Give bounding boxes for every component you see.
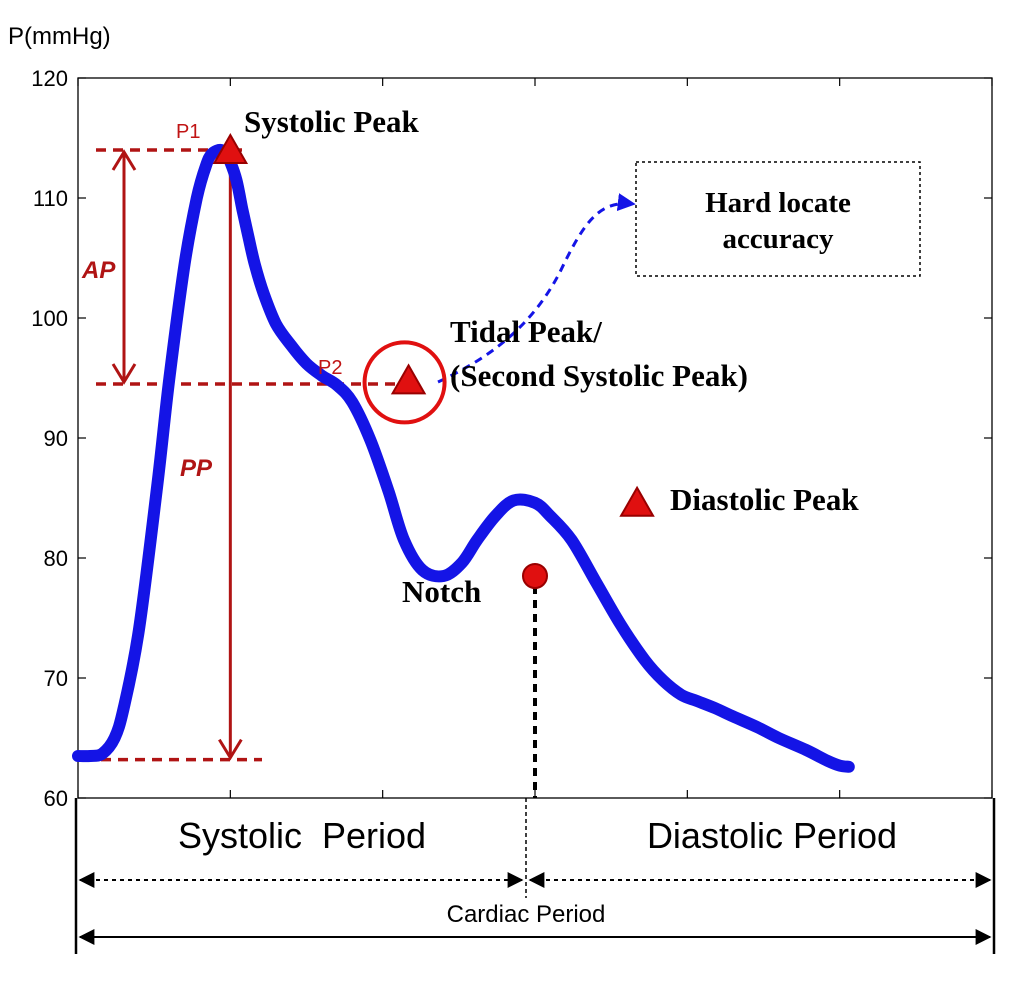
y-tick-label: 90: [44, 426, 68, 451]
tidal-peak-highlight-circle: [362, 340, 447, 425]
cardiac-period-label: Cardiac Period: [447, 901, 606, 928]
pp-label: PP: [180, 455, 213, 482]
ap-label: AP: [81, 257, 116, 284]
y-axis-ticks: 60 70 80 90 100 110 120: [31, 66, 992, 811]
tidal-peak-marker: [390, 363, 427, 395]
hard-locate-box: [635, 161, 921, 277]
hard-locate-arrow: [437, 193, 636, 384]
diastolic-peak-marker: [619, 485, 655, 517]
y-tick-label: 120: [31, 66, 68, 91]
tidal-peak-label-2: (Second Systolic Peak): [450, 358, 748, 393]
diastolic-period-label: Diastolic Period: [647, 815, 897, 856]
p1-label: P1: [176, 121, 200, 143]
ap-arrow-head-bottom: [111, 363, 137, 385]
systolic-peak-marker: [212, 132, 249, 164]
y-tick-label: 70: [44, 666, 68, 691]
y-tick-label: 60: [44, 786, 68, 811]
cardiac-label-bg: [410, 898, 640, 928]
ap-arrow-head-top: [111, 149, 137, 171]
hard-locate-label-1: Hard locate: [705, 187, 851, 219]
y-tick-label: 80: [44, 546, 68, 571]
tidal-peak-label-1: Tidal Peak/: [450, 314, 602, 349]
systolic-period-label: Systolic Period: [178, 815, 426, 856]
x-axis-ticks: [77, 78, 993, 798]
diastolic-peak-label: Diastolic Peak: [670, 482, 859, 517]
measurement-guides: [84, 148, 537, 798]
y-tick-label: 110: [33, 186, 68, 211]
notch-label: Notch: [402, 574, 481, 609]
p2-label: P2: [318, 357, 342, 379]
period-bar: Systolic Period Diastolic Period Cardiac…: [74, 798, 996, 954]
peak-markers: [212, 132, 655, 589]
y-tick-label: 100: [31, 306, 68, 331]
notch-marker: [522, 563, 548, 589]
systolic-peak-label: Systolic Peak: [244, 104, 420, 139]
y-axis-label: P(mmHg): [8, 23, 111, 50]
pulse-wave-series: [72, 143, 855, 773]
hard-locate-label-2: accuracy: [722, 223, 834, 255]
pp-arrow-head-bottom: [218, 738, 243, 761]
